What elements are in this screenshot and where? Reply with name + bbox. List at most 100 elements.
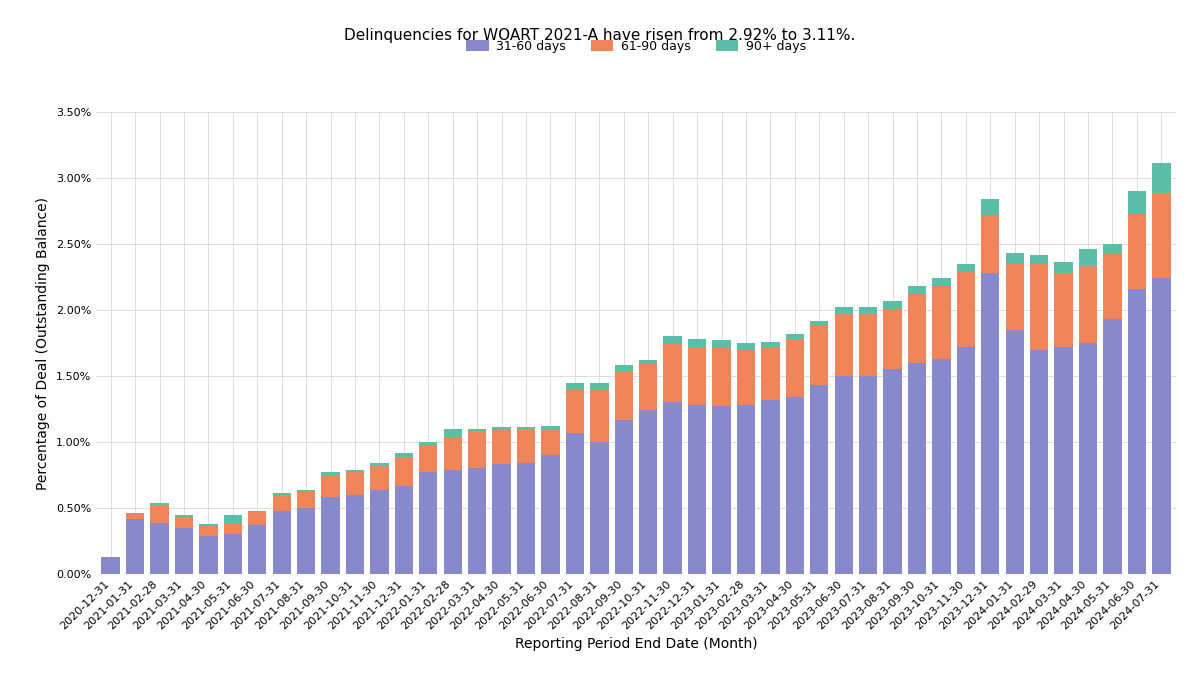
Bar xyxy=(908,286,926,294)
Bar xyxy=(150,505,169,522)
Bar xyxy=(322,475,340,498)
Bar xyxy=(419,444,438,472)
Bar xyxy=(1128,289,1146,574)
Bar xyxy=(713,349,731,407)
Bar xyxy=(664,402,682,574)
Bar xyxy=(810,325,828,385)
Bar xyxy=(346,473,364,495)
Bar xyxy=(1103,244,1122,253)
Bar xyxy=(565,433,584,574)
Bar xyxy=(199,526,217,536)
Bar xyxy=(1030,264,1049,349)
Bar xyxy=(1006,264,1024,330)
Bar xyxy=(761,342,780,347)
Bar xyxy=(737,405,755,574)
Bar xyxy=(371,466,389,489)
Bar xyxy=(1055,347,1073,574)
Bar xyxy=(908,294,926,363)
Bar xyxy=(883,370,901,574)
Bar xyxy=(932,279,950,286)
Bar xyxy=(1128,214,1146,289)
Bar xyxy=(541,430,559,455)
Bar xyxy=(126,519,144,574)
Text: Delinquencies for WOART 2021-A have risen from 2.92% to 3.11%.: Delinquencies for WOART 2021-A have rise… xyxy=(344,28,856,43)
Bar xyxy=(834,314,853,376)
Bar xyxy=(908,363,926,574)
Bar xyxy=(810,385,828,574)
Bar xyxy=(1128,191,1146,214)
Bar xyxy=(150,503,169,505)
Bar xyxy=(1079,249,1097,267)
Bar xyxy=(614,419,632,574)
Bar xyxy=(688,347,707,405)
Bar xyxy=(492,428,511,430)
Bar xyxy=(175,528,193,574)
Bar xyxy=(810,321,828,325)
Bar xyxy=(590,389,608,442)
Bar xyxy=(395,453,413,456)
Bar xyxy=(932,286,950,359)
Bar xyxy=(982,199,1000,215)
Bar xyxy=(859,314,877,376)
Bar xyxy=(786,334,804,339)
Bar xyxy=(590,383,608,389)
Bar xyxy=(248,512,266,525)
Bar xyxy=(296,508,316,574)
Bar xyxy=(982,215,1000,273)
Bar xyxy=(492,430,511,464)
Bar xyxy=(395,486,413,574)
Bar xyxy=(956,347,976,574)
Bar xyxy=(590,442,608,574)
Bar xyxy=(296,489,316,491)
Bar xyxy=(713,407,731,574)
Bar xyxy=(614,365,632,371)
Bar xyxy=(859,376,877,574)
Bar xyxy=(150,522,169,574)
Bar xyxy=(322,473,340,475)
Bar xyxy=(834,376,853,574)
Bar xyxy=(688,405,707,574)
Bar xyxy=(346,470,364,473)
Bar xyxy=(640,364,658,410)
Bar xyxy=(517,429,535,463)
Bar xyxy=(223,514,242,522)
Bar xyxy=(126,513,144,519)
Bar xyxy=(444,437,462,470)
Bar xyxy=(713,340,731,349)
Bar xyxy=(1030,255,1049,264)
Bar xyxy=(444,470,462,574)
Bar xyxy=(371,489,389,574)
Bar xyxy=(1079,343,1097,574)
Bar xyxy=(419,473,438,574)
Bar xyxy=(1103,253,1122,319)
Bar xyxy=(737,343,755,349)
Bar xyxy=(982,273,1000,574)
Bar xyxy=(1006,253,1024,264)
Bar xyxy=(1152,193,1170,279)
Bar xyxy=(541,426,559,430)
Bar xyxy=(248,525,266,574)
Bar xyxy=(296,491,316,508)
Bar xyxy=(1103,319,1122,574)
Bar xyxy=(395,456,413,486)
Bar xyxy=(664,337,682,344)
Bar xyxy=(565,383,584,389)
Bar xyxy=(834,307,853,314)
Bar xyxy=(1006,330,1024,574)
Bar xyxy=(640,360,658,364)
Bar xyxy=(664,344,682,402)
Bar xyxy=(272,510,290,574)
Bar xyxy=(102,556,120,574)
Bar xyxy=(1030,349,1049,574)
Bar xyxy=(175,517,193,528)
Bar xyxy=(956,272,976,347)
Bar xyxy=(859,307,877,314)
Bar xyxy=(761,400,780,574)
Bar xyxy=(932,359,950,574)
Bar xyxy=(956,264,976,272)
Bar xyxy=(1079,267,1097,343)
Bar xyxy=(883,309,901,370)
Bar xyxy=(346,495,364,574)
Bar xyxy=(517,428,535,429)
Bar xyxy=(737,349,755,405)
